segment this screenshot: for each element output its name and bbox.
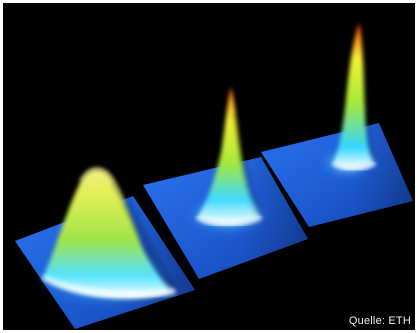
image-credit: Quelle: ETH (348, 315, 411, 327)
bec-density-plot: Quelle: ETH (3, 3, 415, 330)
density-scene (15, 23, 413, 329)
medium-peak (195, 87, 263, 227)
broad-peak (41, 167, 178, 299)
sharp-peak (331, 23, 377, 171)
